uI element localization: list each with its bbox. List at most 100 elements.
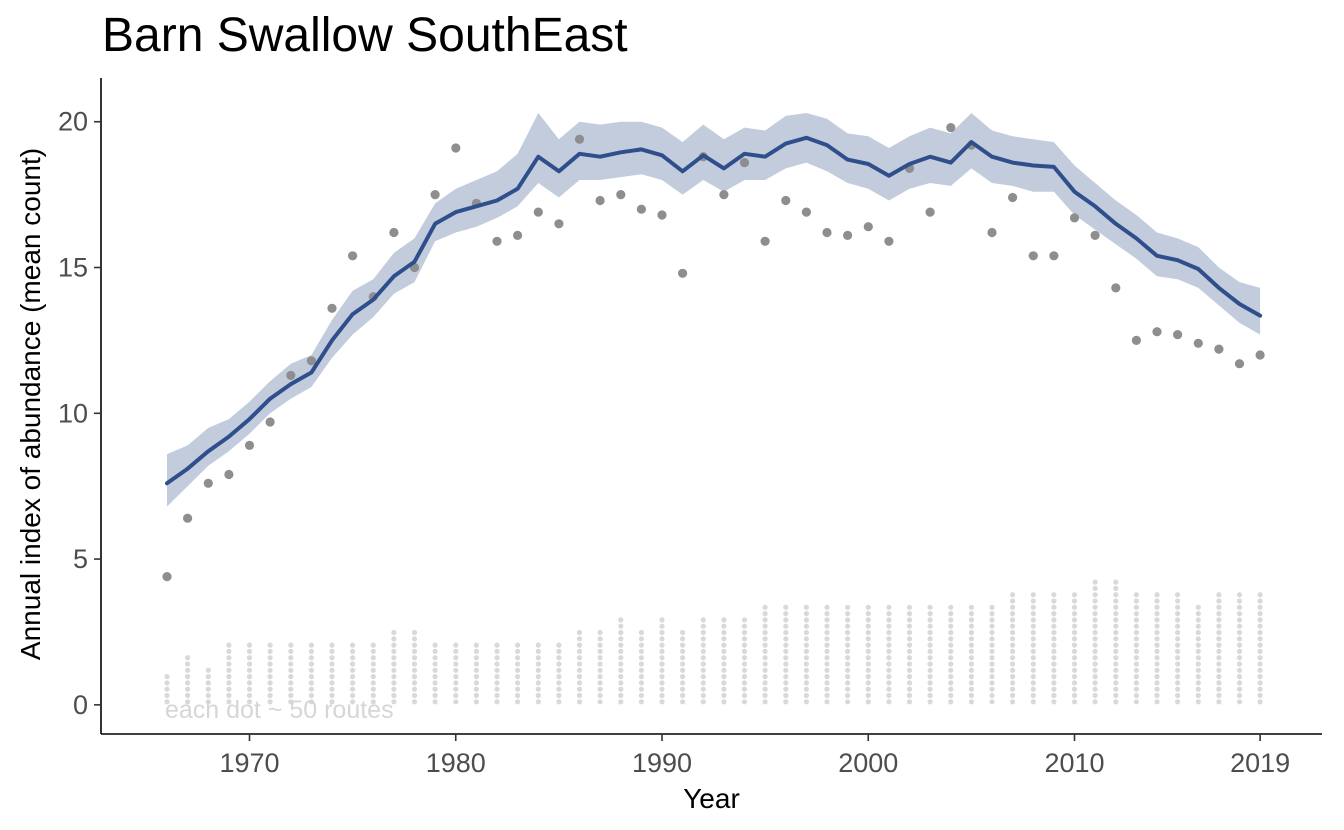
route-dot (226, 680, 232, 686)
route-dot (1257, 598, 1263, 604)
route-dot (556, 648, 562, 655)
route-dot (246, 699, 253, 705)
route-dot (1030, 648, 1036, 655)
route-dot (1113, 686, 1119, 692)
y-tick-label: 10 (58, 398, 88, 428)
route-dot (1154, 604, 1160, 610)
route-dot (618, 667, 624, 673)
route-dot (535, 667, 541, 673)
route-dot (824, 636, 830, 642)
route-dot (741, 680, 748, 686)
route-dot (1236, 636, 1243, 642)
route-dot (680, 629, 686, 636)
route-dot (741, 617, 748, 623)
route-dot (535, 692, 541, 699)
route-dot (288, 699, 294, 705)
route-dot (1216, 636, 1222, 642)
route-dot (226, 686, 232, 692)
route-dot (515, 699, 521, 705)
route-dot (927, 623, 933, 629)
observed-point (1090, 230, 1100, 240)
route-dot (1257, 680, 1263, 686)
route-dot (432, 661, 438, 667)
route-dot (1051, 648, 1057, 655)
route-dot (329, 692, 335, 699)
route-dot (906, 667, 913, 673)
route-dot (535, 674, 541, 680)
route-dot (1133, 686, 1139, 692)
route-dot (865, 692, 871, 699)
route-dot (1257, 623, 1263, 629)
route-dot (576, 692, 583, 699)
route-dot (845, 623, 851, 629)
route-dot (948, 648, 954, 655)
route-dot (350, 686, 356, 692)
route-dot (618, 655, 624, 661)
route-dot (1216, 592, 1222, 598)
route-dot (1154, 674, 1160, 680)
route-dot (741, 674, 748, 680)
route-dot (783, 686, 789, 692)
ci-band-layer (167, 113, 1261, 507)
route-dot (205, 692, 211, 699)
route-dot (721, 699, 727, 705)
route-dot (659, 629, 665, 636)
route-dot (350, 655, 356, 661)
route-dot (783, 617, 789, 623)
route-dot (1030, 642, 1036, 648)
route-dot (267, 699, 273, 705)
route-dot (246, 655, 253, 661)
route-dot (1133, 617, 1139, 623)
route-dot (865, 629, 871, 636)
route-dot (432, 642, 438, 648)
route-dot (1195, 623, 1201, 629)
route-dot (845, 642, 851, 648)
route-dot (783, 655, 789, 661)
route-dot (1071, 667, 1078, 673)
route-dot (948, 692, 954, 699)
route-dot (473, 661, 479, 667)
route-dot (1071, 686, 1078, 692)
route-dot (989, 611, 995, 617)
observed-point (1131, 335, 1141, 345)
route-dot (906, 699, 913, 705)
route-dot (1071, 655, 1078, 661)
route-dot (886, 636, 892, 642)
route-dot (1133, 680, 1139, 686)
route-dot (1154, 629, 1160, 636)
route-dot (1236, 617, 1243, 623)
route-dot (1236, 623, 1243, 629)
route-dot (473, 692, 479, 699)
route-dot (576, 674, 583, 680)
route-dot (473, 648, 479, 655)
route-dot (494, 699, 500, 705)
route-dot-annotation: each dot ~ 50 routes (165, 696, 394, 724)
route-dot (1195, 629, 1201, 636)
route-dot (556, 655, 562, 661)
route-dot (597, 667, 603, 673)
route-dot (886, 604, 892, 610)
route-dot (1113, 617, 1119, 623)
route-dot (803, 617, 810, 623)
route-dot (948, 617, 954, 623)
route-dot (391, 636, 397, 642)
route-dot (1071, 674, 1078, 680)
route-dot (1257, 592, 1263, 598)
observed-point (1069, 213, 1080, 223)
route-dot (845, 655, 851, 661)
route-dot (1133, 598, 1139, 604)
route-dot (659, 617, 665, 623)
observed-point (843, 230, 853, 240)
route-dot (1133, 648, 1139, 655)
route-dot (1216, 655, 1222, 661)
observed-point (430, 190, 440, 200)
route-dot (762, 617, 768, 623)
route-dot (1071, 604, 1078, 610)
route-dot (1010, 636, 1016, 642)
route-dot (865, 674, 871, 680)
route-dot (1010, 699, 1016, 705)
route-dot (226, 674, 232, 680)
route-dot (1030, 592, 1036, 598)
route-dot (886, 629, 892, 636)
route-dot (1030, 674, 1036, 680)
